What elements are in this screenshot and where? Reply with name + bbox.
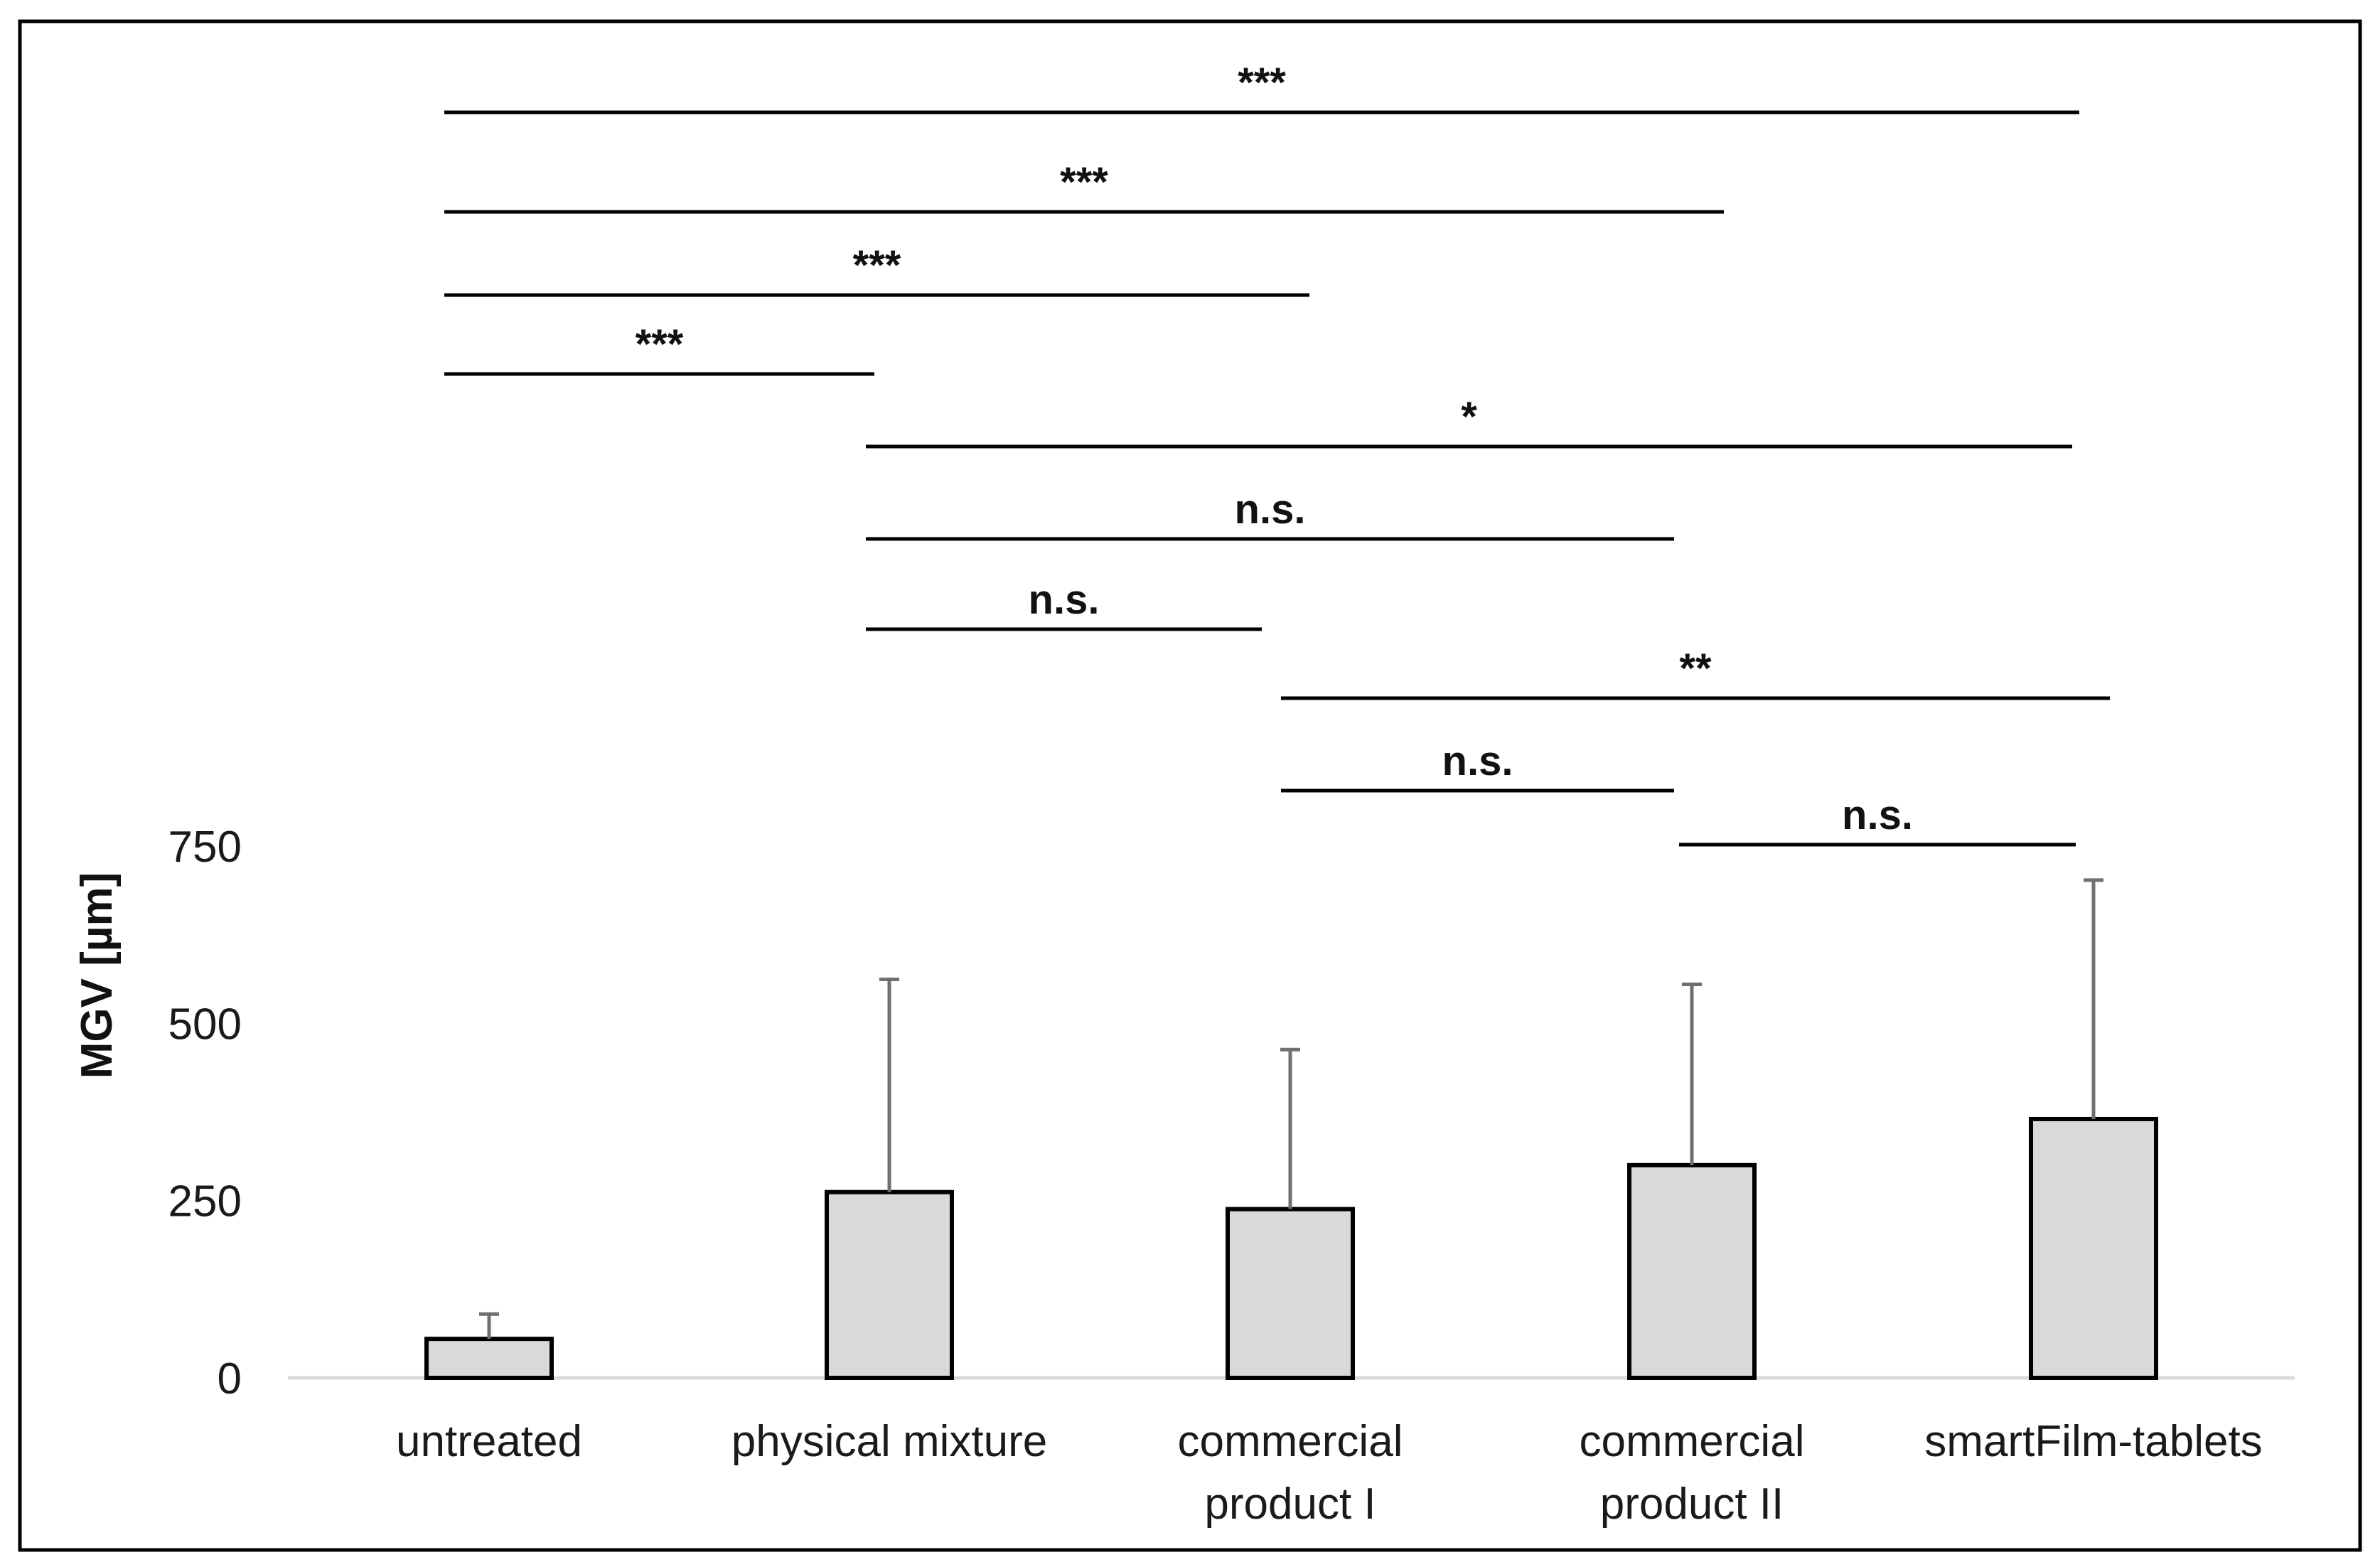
bar [1226,1207,1355,1380]
significance-label: n.s. [1235,486,1306,533]
bar [2029,1116,2158,1381]
significance-label: *** [1060,159,1108,205]
x-axis-categories: untreated physical mixture commercial produ… [396,1417,2263,1529]
significance-label: ** [1679,646,1712,692]
significance-label: *** [636,321,684,368]
bar [1627,1162,1757,1381]
x-category-label: commercial [1178,1417,1403,1466]
x-category-label: product II [1600,1480,1784,1529]
y-tick-label: 750 [168,823,242,872]
significance-label: n.s. [1442,738,1513,784]
x-category-label: smartFilm-tablets [1924,1417,2262,1466]
x-category-label: physical mixture [731,1417,1047,1466]
x-category-label: product I [1204,1480,1376,1529]
significance-brackets: *************n.s.n.s.**n.s.n.s. [444,60,2110,847]
bar [424,1337,554,1380]
y-tick-label: 500 [168,1000,242,1049]
x-category-label: commercial [1580,1417,1805,1466]
significance-label: *** [853,242,901,289]
chart-frame [18,19,2362,1552]
y-axis-ticks: 0 250 500 750 [168,823,242,1403]
bar [825,1189,954,1380]
significance-label: n.s. [1029,577,1100,623]
y-tick-label: 0 [218,1354,242,1403]
bar-series [424,878,2158,1381]
significance-label: *** [1238,60,1286,106]
significance-label: n.s. [1842,792,1913,838]
significance-label: * [1461,394,1477,440]
y-tick-label: 250 [168,1177,242,1226]
y-axis-title: MGV [µm] [73,872,122,1079]
x-category-label: untreated [396,1417,582,1466]
